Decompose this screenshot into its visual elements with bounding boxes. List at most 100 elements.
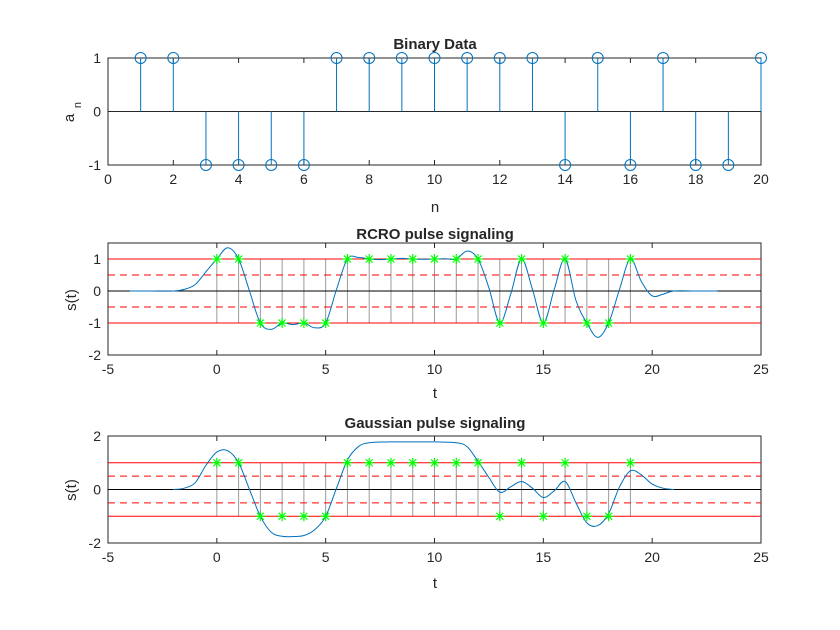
sample-marker xyxy=(211,254,222,264)
sample-marker xyxy=(473,457,484,468)
x-tick-label: 10 xyxy=(427,549,443,565)
stem-marker xyxy=(265,159,278,171)
sample-marker xyxy=(298,511,309,522)
binary-data-ylabel-sub: n xyxy=(72,102,84,108)
sample-marker xyxy=(625,457,636,468)
stem-marker xyxy=(689,159,702,171)
stem-marker xyxy=(526,52,539,64)
x-tick-label: 25 xyxy=(753,549,769,565)
sample-marker xyxy=(538,511,549,522)
sample-marker xyxy=(538,318,549,328)
sample-marker xyxy=(494,511,505,522)
sample-marker-stroke xyxy=(495,512,504,521)
sample-marker xyxy=(364,254,375,264)
stem-marker xyxy=(232,159,245,171)
sample-marker-stroke xyxy=(365,255,374,263)
y-tick-label: 2 xyxy=(93,428,101,444)
gaussian-panel: -5 0 5 10 15 20 25 -2 0 2 Gaussian pulse signaling… xyxy=(63,415,769,592)
sample-marker xyxy=(233,254,244,264)
sample-marker-stroke xyxy=(626,458,635,467)
x-tick-label: 0 xyxy=(213,549,221,565)
stem-marker xyxy=(493,52,506,64)
sample-marker xyxy=(603,511,614,522)
sample-marker xyxy=(233,457,244,468)
sample-marker xyxy=(364,457,375,468)
sample-marker xyxy=(451,457,462,468)
x-tick-label: 12 xyxy=(492,171,508,187)
rcro-ylabel: s(t) xyxy=(63,289,80,311)
sample-marker-stroke xyxy=(582,512,591,521)
sample-marker-stroke xyxy=(299,319,308,327)
sample-marker-stroke xyxy=(561,458,570,467)
sample-marker-stroke xyxy=(278,319,287,327)
x-tick-label: 0 xyxy=(213,361,221,377)
sample-marker-stroke xyxy=(343,255,352,263)
sample-marker-stroke xyxy=(343,458,352,467)
sample-marker xyxy=(429,457,440,468)
stem-marker xyxy=(591,52,604,64)
sample-marker xyxy=(494,318,505,328)
y-tick-label: 1 xyxy=(93,50,101,66)
x-tick-label: -5 xyxy=(102,361,115,377)
sample-marker-stroke xyxy=(212,255,221,263)
gaussian-xlabel: t xyxy=(433,575,438,592)
sample-marker-stroke xyxy=(474,458,482,467)
sample-marker-stroke xyxy=(561,255,570,263)
sample-marker xyxy=(407,457,418,468)
y-tick-label: -1 xyxy=(89,157,102,173)
x-tick-label: 0 xyxy=(104,171,112,187)
sample-marker xyxy=(560,457,571,468)
binary-data-title: Binary Data xyxy=(393,36,477,53)
sample-marker-stroke xyxy=(387,458,395,467)
sample-marker xyxy=(320,511,331,522)
sample-marker xyxy=(516,457,527,468)
gaussian-ylabel: s(t) xyxy=(63,479,80,501)
x-tick-label: 25 xyxy=(753,361,769,377)
sample-marker-stroke xyxy=(321,512,330,521)
x-tick-label: 10 xyxy=(427,171,443,187)
sample-marker-stroke xyxy=(582,319,591,327)
sample-marker xyxy=(385,254,396,264)
sample-marker xyxy=(277,318,288,328)
sample-marker-stroke xyxy=(452,458,461,467)
sample-marker-stroke xyxy=(430,458,439,467)
rcro-xlabel: t xyxy=(433,385,438,402)
sample-marker-stroke xyxy=(387,255,395,263)
sample-marker-stroke xyxy=(604,512,613,521)
sample-marker-stroke xyxy=(517,255,526,263)
sample-marker xyxy=(473,254,484,264)
x-tick-label: 5 xyxy=(322,549,330,565)
sample-marker-stroke xyxy=(539,319,548,327)
sample-marker xyxy=(342,457,353,468)
gaussian-title: Gaussian pulse signaling xyxy=(345,415,526,432)
signal-curve xyxy=(129,247,718,338)
sample-marker-stroke xyxy=(452,255,461,263)
y-tick-label: 1 xyxy=(93,251,101,267)
y-tick-label: 0 xyxy=(93,283,101,299)
sample-marker-stroke xyxy=(495,319,504,327)
x-tick-label: 15 xyxy=(536,361,552,377)
x-tick-label: 20 xyxy=(644,549,660,565)
sample-marker xyxy=(560,254,571,264)
sample-marker-stroke xyxy=(517,458,526,467)
sample-marker xyxy=(211,457,222,468)
sample-marker xyxy=(429,254,440,264)
y-tick-label: 0 xyxy=(93,104,101,120)
sample-marker-stroke xyxy=(408,255,417,263)
sample-marker-stroke xyxy=(234,458,243,467)
stem-marker xyxy=(134,52,147,64)
stem-marker xyxy=(330,52,343,64)
sample-marker-stroke xyxy=(474,255,482,263)
stem-marker xyxy=(461,52,474,64)
sample-marker-stroke xyxy=(256,512,265,521)
x-tick-label: 5 xyxy=(322,361,330,377)
sample-marker-stroke xyxy=(278,512,287,521)
x-tick-label: 20 xyxy=(753,171,769,187)
sample-marker xyxy=(581,318,592,328)
stem-marker xyxy=(199,159,212,171)
sample-marker xyxy=(320,318,331,328)
sample-marker xyxy=(255,511,266,522)
y-tick-label: 0 xyxy=(93,482,101,498)
sample-marker-stroke xyxy=(430,255,439,263)
